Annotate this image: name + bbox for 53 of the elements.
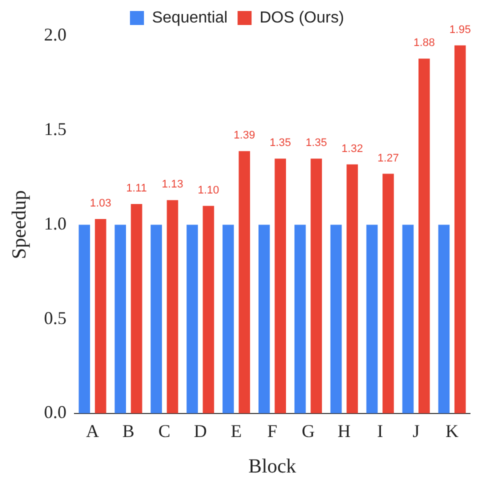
bar bbox=[310, 158, 322, 414]
data-label: 1.39 bbox=[234, 130, 256, 142]
data-label: 1.03 bbox=[90, 198, 112, 210]
data-label: 1.10 bbox=[198, 184, 220, 196]
bar bbox=[274, 158, 286, 414]
data-label: 1.35 bbox=[270, 137, 292, 150]
x-tick-label: A bbox=[86, 420, 99, 441]
bar bbox=[330, 224, 342, 414]
data-label: 1.13 bbox=[162, 178, 184, 191]
x-tick-label: I bbox=[377, 420, 384, 441]
bar bbox=[382, 174, 394, 414]
data-label: 1.88 bbox=[413, 37, 435, 50]
y-tick-label: 1.0 bbox=[44, 213, 66, 234]
y-tick-label: 0.0 bbox=[44, 402, 66, 422]
bar bbox=[78, 224, 90, 414]
data-label: 1.35 bbox=[306, 137, 328, 150]
y-tick-label: 0.5 bbox=[44, 308, 66, 328]
bar bbox=[258, 224, 270, 414]
bar bbox=[94, 219, 106, 414]
bar bbox=[130, 204, 142, 414]
data-label: 1.27 bbox=[377, 152, 399, 164]
bar bbox=[346, 164, 358, 414]
bar bbox=[438, 224, 450, 414]
x-tick-label: D bbox=[194, 420, 207, 441]
bar bbox=[402, 224, 414, 414]
bar bbox=[202, 206, 214, 414]
bar bbox=[418, 58, 430, 414]
y-axis-title: Speedup bbox=[8, 190, 30, 260]
bar bbox=[186, 224, 198, 414]
y-tick-label: 1.5 bbox=[44, 119, 66, 140]
x-tick-label: J bbox=[412, 420, 420, 441]
x-tick-label: C bbox=[158, 420, 170, 441]
data-label: 1.32 bbox=[342, 142, 363, 155]
data-label: 1.11 bbox=[126, 182, 147, 194]
bar bbox=[150, 224, 162, 414]
bar bbox=[366, 224, 378, 414]
y-tick-label: 2.0 bbox=[44, 24, 66, 45]
x-tick-label: H bbox=[338, 420, 351, 441]
bar bbox=[294, 224, 306, 414]
bar bbox=[454, 45, 466, 414]
bar bbox=[166, 200, 178, 414]
x-tick-label: K bbox=[446, 420, 459, 441]
data-label: 1.95 bbox=[449, 24, 471, 36]
x-tick-label: G bbox=[302, 420, 315, 441]
bar bbox=[222, 224, 234, 414]
x-tick-label: B bbox=[122, 420, 134, 441]
x-axis-title: Block bbox=[248, 455, 296, 478]
bar bbox=[114, 224, 126, 414]
x-tick-label: F bbox=[267, 420, 278, 441]
x-tick-label: E bbox=[230, 420, 242, 441]
legend-label: DOS (Ours) bbox=[260, 9, 344, 26]
bar bbox=[238, 151, 250, 414]
legend-label: Sequential bbox=[152, 9, 228, 26]
